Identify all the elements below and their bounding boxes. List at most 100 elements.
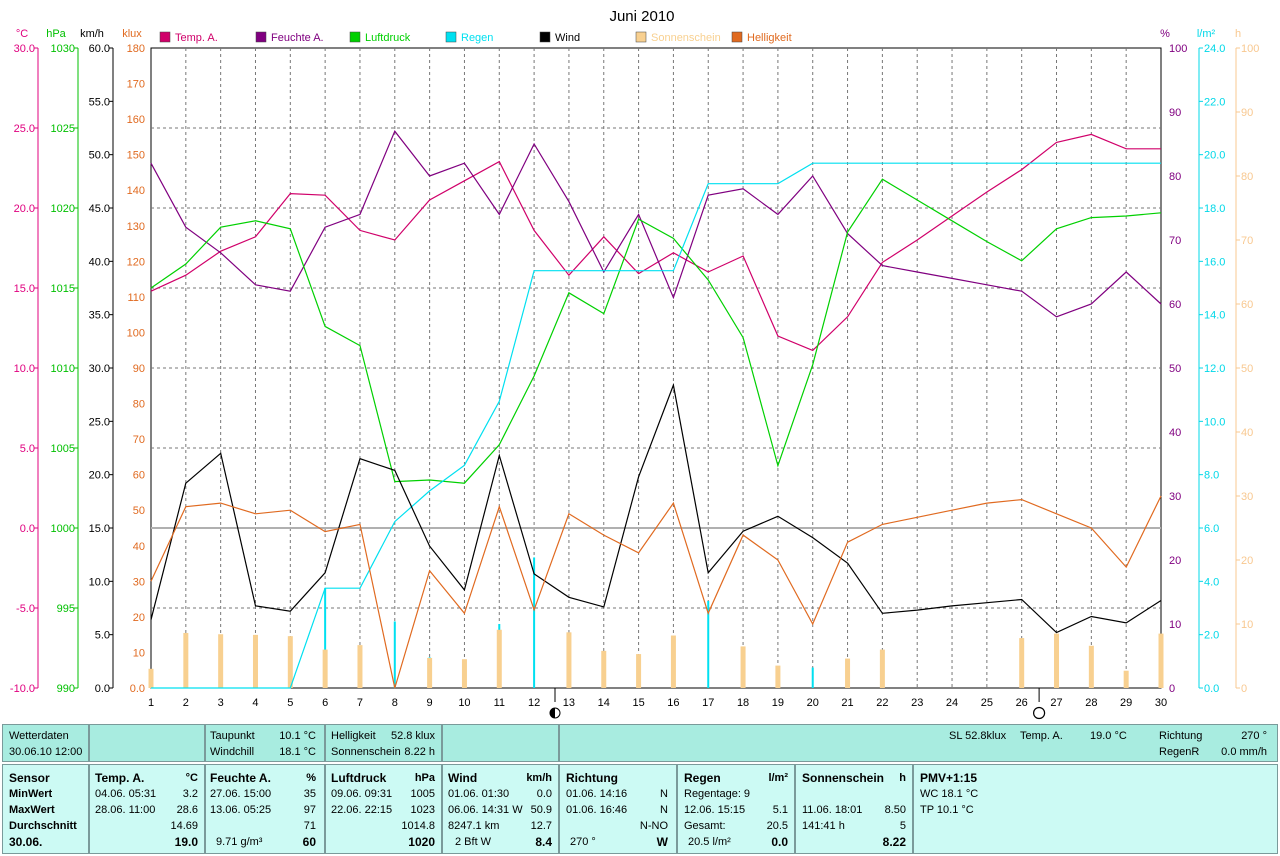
lux-tick-label: 140 — [127, 185, 145, 197]
humidity-tick-label: 50 — [1169, 363, 1181, 375]
sun-tick-label: 60 — [1241, 299, 1253, 311]
richtung-header: Richtung — [566, 771, 618, 785]
sun-tick-label: 20 — [1241, 555, 1253, 567]
lux-tick-label: 80 — [133, 399, 145, 411]
rain-tick-label: 0.0 — [1204, 683, 1219, 695]
sun-tick-label: 70 — [1241, 235, 1253, 247]
feuchte-header: Feuchte A. — [210, 771, 271, 785]
wind-tick-label: 40.0 — [89, 256, 110, 268]
x-tick-label: 11 — [494, 697, 505, 709]
x-tick-label: 2 — [183, 697, 189, 709]
rain-bar — [393, 621, 396, 688]
sun-tick-label: 40 — [1241, 427, 1253, 439]
windchill-value: 18.1 °C — [279, 746, 316, 758]
chart-legend: Temp. A. Feuchte A. Luftdruck Regen Wind Sonn… — [159, 31, 792, 44]
x-tick-label: 24 — [946, 697, 958, 709]
temp-unit: °C — [185, 772, 198, 784]
luftdruck-max-value: 1023 — [410, 804, 435, 816]
wind-min-time: 01.06. 01:30 — [448, 788, 510, 800]
x-tick-label: 10 — [458, 697, 470, 709]
temp-header: Temp. A. — [95, 771, 145, 785]
sunshine-bar — [1158, 633, 1164, 688]
wind-tick-label: 25.0 — [89, 416, 110, 428]
current-datetime: 30.06.10 12:00 — [9, 746, 83, 758]
pressure-tick-label: 1020 — [51, 203, 75, 215]
wind-tick-label: 30.0 — [89, 363, 110, 375]
pmv-tp: TP 10.1 °C — [920, 804, 974, 816]
wind-tick-label: 35.0 — [89, 310, 110, 322]
legend-label: Sonnenschein — [651, 32, 721, 44]
sonnenschein-label: Sonnenschein — [331, 746, 401, 758]
sun-tick-label: 80 — [1241, 171, 1253, 183]
x-tick-label: 13 — [563, 697, 575, 709]
pressure-tick-label: 1015 — [51, 283, 75, 295]
sunshine-bar — [740, 646, 746, 688]
sunshine-bar — [496, 629, 502, 688]
lux-tick-label: 120 — [127, 256, 145, 268]
sunshine-bar — [670, 635, 676, 688]
x-tick-label: 28 — [1085, 697, 1097, 709]
sonne-header: Sonnenschein — [802, 771, 885, 785]
x-tick-label: 4 — [252, 697, 258, 709]
regen-gesamt-value: 20.5 — [766, 820, 788, 832]
sun-unit-label: h — [1235, 28, 1241, 40]
series-line-luftdruck — [150, 178, 1162, 484]
pressure-tick-label: 1000 — [51, 523, 75, 535]
regen-header: Regen — [684, 771, 721, 785]
pressure-tick-label: 1025 — [51, 123, 75, 135]
wind-unit: km/h — [526, 772, 552, 784]
x-tick-label: 5 — [287, 697, 293, 709]
x-tick-label: 6 — [322, 697, 328, 709]
legend-label: Wind — [555, 32, 580, 44]
temp-max-time: 28.06. 11:00 — [95, 804, 156, 816]
temp-max-value: 28.6 — [176, 804, 198, 816]
x-tick-label: 16 — [667, 697, 679, 709]
rain-bar — [324, 588, 327, 688]
rain-tick-label: 4.0 — [1204, 576, 1219, 588]
sunshine-bar — [879, 649, 885, 688]
weather-chart: Juni 2010 °C hPa km/h klux% l/m² h Temp. A. Fe… — [10, 8, 1259, 720]
temp-current: 19.0 — [174, 835, 198, 849]
legend-swatch — [349, 31, 361, 43]
x-tick-label: 12 — [528, 697, 540, 709]
current-date: 30.06. — [9, 835, 43, 849]
x-tick-label: 15 — [632, 697, 644, 709]
lux-tick-label: 10 — [133, 647, 145, 659]
rain-tick-label: 24.0 — [1204, 43, 1225, 55]
x-tick-label: 7 — [357, 697, 363, 709]
taupunkt-label: Taupunkt — [210, 730, 255, 742]
windchill-label: Windchill — [210, 746, 255, 758]
taupunkt-value: 10.1 °C — [279, 730, 316, 742]
regen-sum: 20.5 l/m² — [688, 836, 731, 848]
taupunkt-box: Taupunkt 10.1 °C Windchill 18.1 °C — [205, 724, 325, 762]
sonne-max-value: 8.50 — [884, 804, 906, 816]
chart-title: Juni 2010 — [609, 8, 674, 25]
sun-tick-label: 100 — [1241, 43, 1259, 55]
temp-value: 19.0 °C — [1090, 730, 1127, 742]
richtung-min-value: N — [660, 788, 668, 800]
temp-tick-label: -5.0 — [16, 603, 35, 615]
wind-tick-label: 55.0 — [89, 96, 110, 108]
chart-lines — [150, 130, 1162, 689]
humidity-tick-label: 80 — [1169, 171, 1181, 183]
wetterdaten-box: Wetterdaten 30.06.10 12:00 — [2, 724, 89, 762]
wetterdaten-label: Wetterdaten — [9, 730, 69, 742]
temp-stats-box: Temp. A. °C 04.06. 05:31 3.2 28.06. 11:0… — [89, 764, 205, 854]
pressure-tick-label: 1005 — [51, 443, 75, 455]
wind-stats-box: Wind km/h 01.06. 01:30 0.0 06.06. 14:31 … — [442, 764, 559, 854]
sun-tick-label: 90 — [1241, 107, 1253, 119]
humidity-tick-label: 70 — [1169, 235, 1181, 247]
x-tick-label: 25 — [981, 697, 993, 709]
sunshine-bar — [845, 658, 851, 688]
regenr-value: 0.0 mm/h — [1221, 746, 1267, 758]
sunshine-bar — [1088, 645, 1094, 688]
x-tick-label: 17 — [702, 697, 714, 709]
luftdruck-unit: hPa — [414, 772, 435, 784]
rain-bar — [811, 667, 814, 688]
wind-tick-label: 50.0 — [89, 150, 110, 162]
humidity-tick-label: 10 — [1169, 619, 1181, 631]
sunshine-bar — [148, 668, 154, 688]
sonne-stats-box: Sonnenschein h 11.06. 18:01 8.50 141:41 … — [795, 764, 913, 854]
sensor-header: Sensor — [9, 771, 50, 785]
wind-max-time: 06.06. 14:31 W — [448, 804, 523, 816]
